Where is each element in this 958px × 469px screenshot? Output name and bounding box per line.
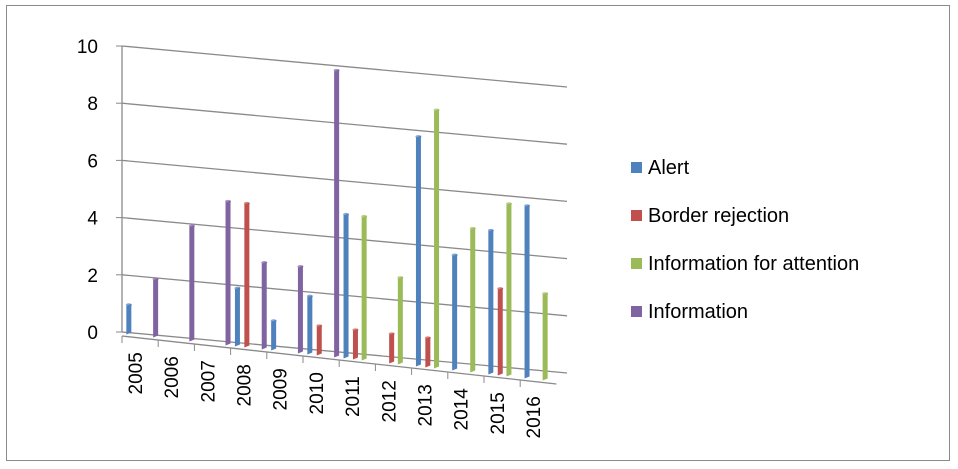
bar-cap	[433, 108, 440, 112]
bar-information-for-attention-2015	[506, 202, 512, 377]
y-tick-label: 2	[87, 266, 98, 287]
bar-cap	[297, 265, 304, 269]
y-tick-label: 6	[87, 151, 98, 172]
x-tick-label: 2008	[235, 364, 256, 406]
bar-information-2009	[297, 265, 303, 354]
legend-swatch	[631, 162, 642, 173]
y-tick-label: 8	[87, 94, 98, 115]
bar-cap	[333, 68, 340, 73]
bar-cap	[361, 214, 368, 219]
bar-cap	[388, 332, 395, 336]
x-tick-label: 2006	[162, 356, 183, 398]
bar-alert-2015	[488, 229, 494, 375]
bar-cap	[469, 226, 476, 231]
gridline	[121, 45, 568, 88]
bar-information-2010	[334, 69, 340, 358]
x-tick-label: 2013	[416, 384, 437, 426]
x-axis-ticks: 2005 2006 2007 2008 2009 2010 2011 2012 2013 2014…	[126, 352, 545, 438]
bar-cap	[243, 201, 250, 206]
y-tick-label: 4	[87, 209, 98, 230]
bar-alert-2013	[415, 135, 421, 367]
legend-label: Information	[648, 301, 748, 323]
bar-border-rejection-2011	[352, 328, 358, 360]
bar-cap	[352, 328, 359, 332]
bar-cap	[270, 319, 277, 323]
bar-alert-2009	[271, 319, 277, 351]
bar-cap	[497, 287, 504, 291]
legend-swatch	[631, 258, 642, 269]
bar-cap	[188, 224, 195, 228]
gridline	[121, 102, 568, 145]
y-axis-ticks: 0 2 4 6 8 10	[77, 37, 99, 344]
bars	[125, 68, 549, 381]
bar-cap	[152, 277, 159, 281]
bar-border-rejection-2010	[316, 324, 322, 356]
bar-cap	[234, 286, 241, 290]
x-tick-label: 2012	[379, 380, 400, 422]
x-tick-label: 2014	[452, 388, 473, 431]
bar-border-rejection-2015	[497, 287, 503, 376]
x-tick-label: 2016	[524, 396, 545, 438]
x-tick-label: 2011	[343, 376, 364, 417]
x-tick-label: 2009	[271, 368, 292, 410]
bar-cap	[487, 228, 494, 233]
bar-border-rejection-2013	[425, 336, 431, 368]
bar-border-rejection-2008	[244, 202, 250, 348]
bar-alert-2011	[343, 213, 349, 359]
bar-cap	[415, 135, 422, 139]
bar-information-for-attention-2014	[470, 227, 476, 373]
bar-cap	[424, 336, 431, 340]
x-tick-label: 2005	[126, 352, 147, 394]
legend-label: Information for attention	[648, 253, 859, 275]
bar-border-rejection-2012	[389, 332, 395, 364]
bar-information-2005	[153, 278, 159, 338]
x-tick-label: 2010	[307, 372, 328, 414]
y-tick-label: 10	[77, 37, 98, 58]
bar-cap	[225, 199, 232, 204]
bar-cap	[524, 204, 531, 208]
bar-information-2008	[261, 261, 267, 350]
bar-alert-2016	[524, 204, 530, 379]
bar-alert-2014	[452, 254, 458, 371]
x-tick-label: 2007	[198, 360, 219, 402]
bar-alert-2010	[307, 295, 313, 355]
bar-alert-2005	[126, 303, 132, 335]
bar-cap	[542, 292, 549, 296]
legend-label: Alert	[648, 157, 690, 179]
bar-information-for-attention-2011	[361, 215, 367, 361]
bar-cap	[316, 324, 323, 328]
bar-cap	[125, 303, 132, 307]
bar-cap	[505, 202, 512, 206]
x-tick-label: 2015	[488, 392, 509, 434]
bar-cap	[343, 212, 350, 217]
bar-alert-2008	[234, 287, 240, 347]
bar-information-2006	[189, 225, 195, 342]
bar-cap	[451, 253, 458, 257]
bar-information-for-attention-2012	[397, 276, 403, 365]
bar-information-for-attention-2016	[542, 292, 548, 381]
legend-swatch	[631, 306, 642, 317]
bar-cap	[306, 294, 313, 298]
bar-information-for-attention-2013	[434, 109, 440, 369]
legend-label: Border rejection	[648, 205, 789, 227]
bar-cap	[397, 276, 404, 280]
legend: Alert Border rejection Information for att…	[631, 157, 859, 323]
chart-frame	[6, 5, 950, 461]
legend-swatch	[631, 210, 642, 221]
bar-cap	[261, 261, 268, 265]
gridline	[121, 159, 568, 203]
y-tick-label: 0	[87, 323, 98, 344]
bar-information-2007	[225, 200, 231, 346]
